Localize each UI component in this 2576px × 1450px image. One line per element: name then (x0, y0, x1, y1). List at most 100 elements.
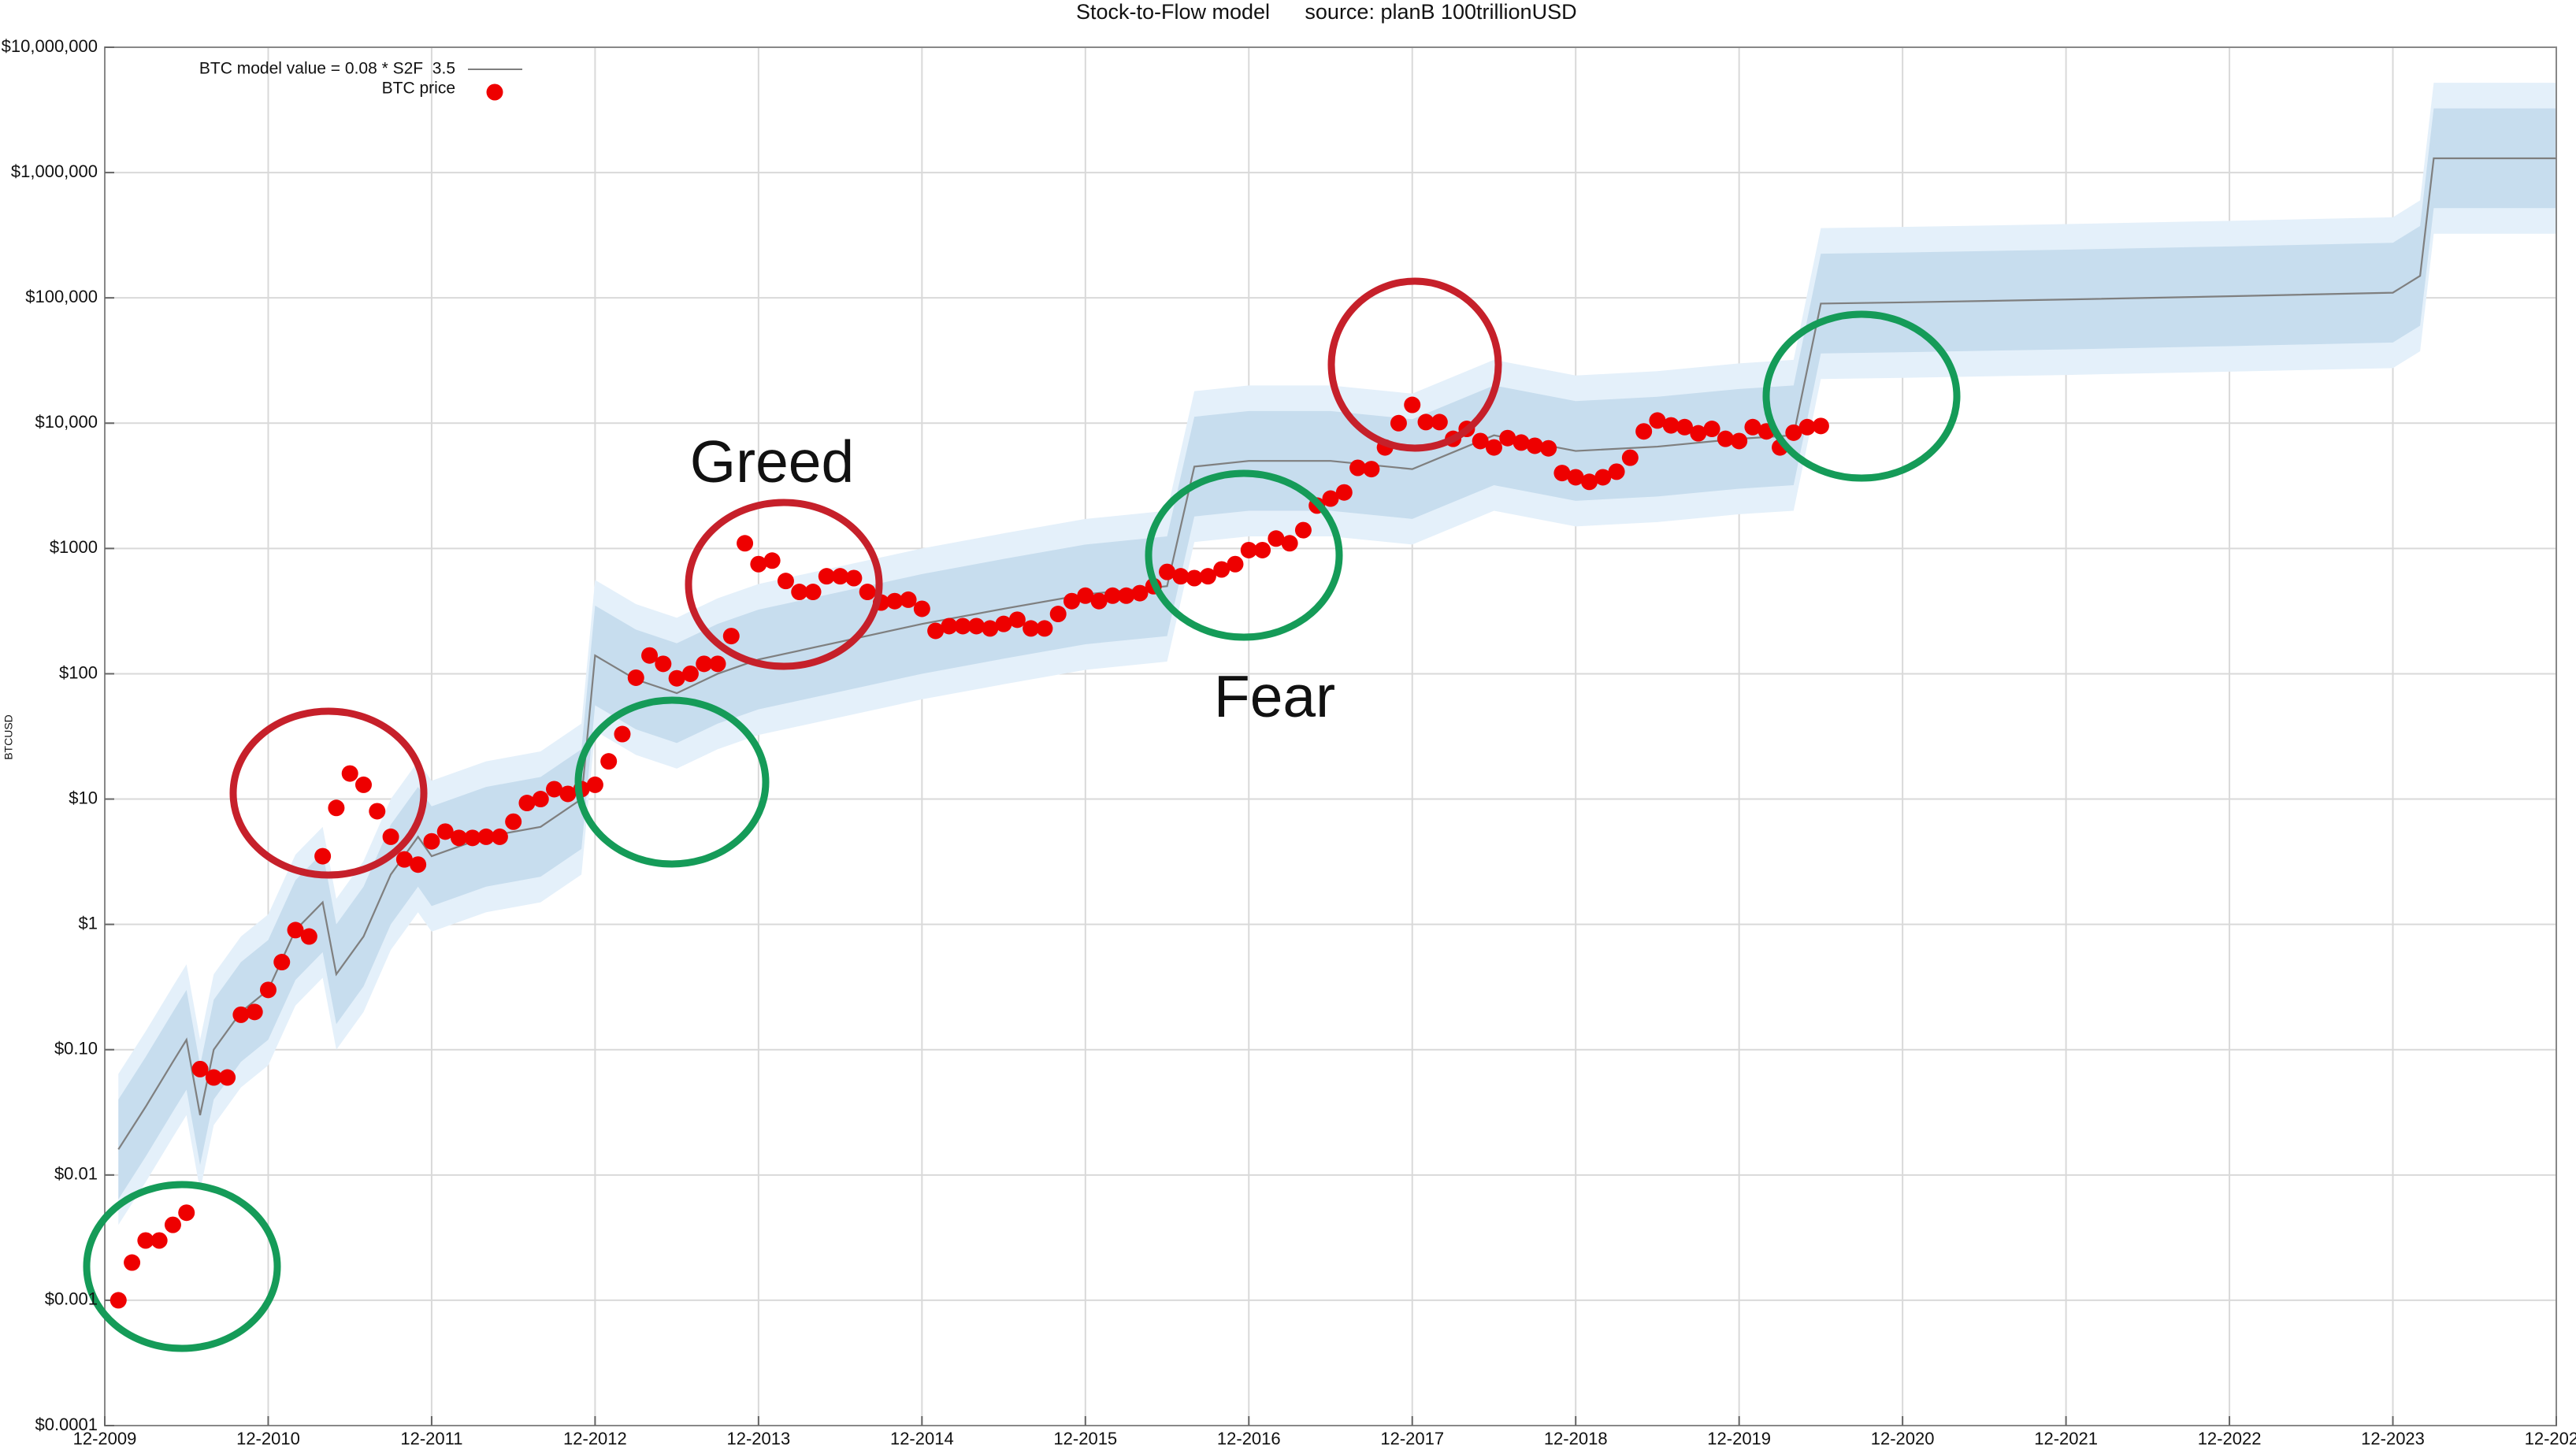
price-point (1131, 584, 1149, 602)
price-point (818, 568, 835, 585)
greed-circle (229, 707, 428, 879)
y-tick-label: $1,000,000 (11, 161, 98, 181)
price-point (1649, 412, 1666, 429)
price-point (900, 591, 917, 608)
price-point (763, 552, 781, 569)
price-point (1268, 530, 1285, 547)
price-point (954, 617, 971, 635)
price-point (1798, 418, 1816, 436)
price-point (668, 669, 685, 687)
y-axis-label: BTCUSD (2, 714, 15, 760)
price-point (1390, 414, 1407, 432)
price-point (737, 535, 754, 552)
price-point (464, 829, 481, 847)
chart-title: Stock-to-Flow model (1076, 0, 1270, 24)
price-point (1785, 424, 1802, 441)
price-point (1077, 587, 1094, 604)
x-tick-label: 12-2019 (1707, 1429, 1771, 1448)
y-tick-label: $100,000 (25, 287, 98, 306)
price-point (859, 584, 876, 601)
price-point (791, 584, 808, 601)
price-point (1036, 620, 1053, 637)
y-tick-label: $100 (59, 662, 98, 682)
price-point (314, 847, 332, 865)
price-point (164, 1216, 181, 1233)
price-point (1227, 555, 1244, 573)
legend-label: BTC model value = 0.08 * S2F 3.5 (199, 60, 455, 78)
x-tick-label: 12-2020 (1871, 1429, 1935, 1448)
price-point (205, 1069, 222, 1086)
x-tick-label: 12-2009 (73, 1429, 137, 1448)
price-point (1090, 592, 1108, 610)
model-line (117, 157, 2556, 1150)
price-point (423, 833, 440, 850)
price-point (259, 981, 277, 999)
chart-subtitle: source: planB 100trillionUSD (1305, 0, 1576, 24)
price-point (1294, 521, 1312, 539)
band-layer (118, 83, 2557, 1226)
fear-circle (83, 1181, 281, 1352)
price-point (1812, 417, 1829, 435)
price-point (681, 665, 699, 682)
price-point (410, 856, 427, 873)
x-tick-label: 12-2013 (726, 1429, 790, 1448)
price-point (191, 1060, 209, 1077)
price-point (491, 828, 508, 845)
x-tick-label: 12-2011 (400, 1429, 462, 1448)
mark-layer (104, 46, 2557, 1426)
legend-swatch (486, 83, 503, 101)
price-point (246, 1003, 263, 1021)
price-point (1540, 439, 1557, 457)
price-point (1063, 592, 1081, 610)
y-tick-label: $10,000 (35, 412, 98, 432)
price-point (341, 765, 358, 782)
greed-circle (1327, 277, 1502, 452)
price-point (178, 1204, 195, 1222)
price-point (600, 753, 618, 770)
price-point (559, 785, 577, 803)
price-point (109, 1292, 127, 1309)
price-point (1580, 473, 1598, 491)
x-tick-label: 12-2022 (2198, 1429, 2262, 1448)
price-point (1335, 484, 1353, 501)
price-point (1186, 569, 1203, 587)
price-point (967, 617, 985, 635)
y-tick-label: $0.10 (54, 1039, 98, 1059)
price-point (1417, 413, 1435, 431)
greed-circle (685, 499, 883, 670)
price-point (614, 725, 631, 743)
price-point (1118, 587, 1135, 604)
price-point (1662, 417, 1680, 434)
x-tick-label: 12-2012 (563, 1429, 627, 1448)
price-point (777, 573, 794, 590)
fear-circle (1145, 469, 1343, 641)
price-point (641, 647, 659, 664)
price-point (436, 823, 454, 840)
price-point (927, 622, 945, 640)
price-point (328, 799, 345, 817)
price-point (1608, 463, 1625, 480)
price-point (382, 828, 399, 845)
price-point (627, 669, 644, 686)
fear-circle (574, 696, 770, 868)
x-tick-label: 12-2014 (890, 1429, 954, 1448)
plot-frame (104, 46, 2557, 1426)
fear-circle (1762, 310, 1961, 482)
legend-label: BTC price (382, 80, 455, 98)
price-point (369, 803, 386, 820)
price-point (137, 1232, 154, 1249)
price-point (1621, 449, 1639, 466)
price-point (1717, 430, 1734, 447)
y-tick-label: $1000 (50, 537, 98, 557)
price-point (845, 569, 863, 587)
price-point (1049, 606, 1067, 623)
price-point (1172, 568, 1190, 585)
fear-label: Fear (1214, 663, 1335, 729)
price-point (1485, 439, 1502, 456)
price-point (124, 1254, 141, 1271)
price-point (1159, 563, 1176, 580)
price-point (150, 1232, 168, 1249)
x-tick-label: 12-2018 (1544, 1429, 1608, 1448)
price-point (219, 1069, 236, 1086)
price-point (1526, 437, 1543, 454)
